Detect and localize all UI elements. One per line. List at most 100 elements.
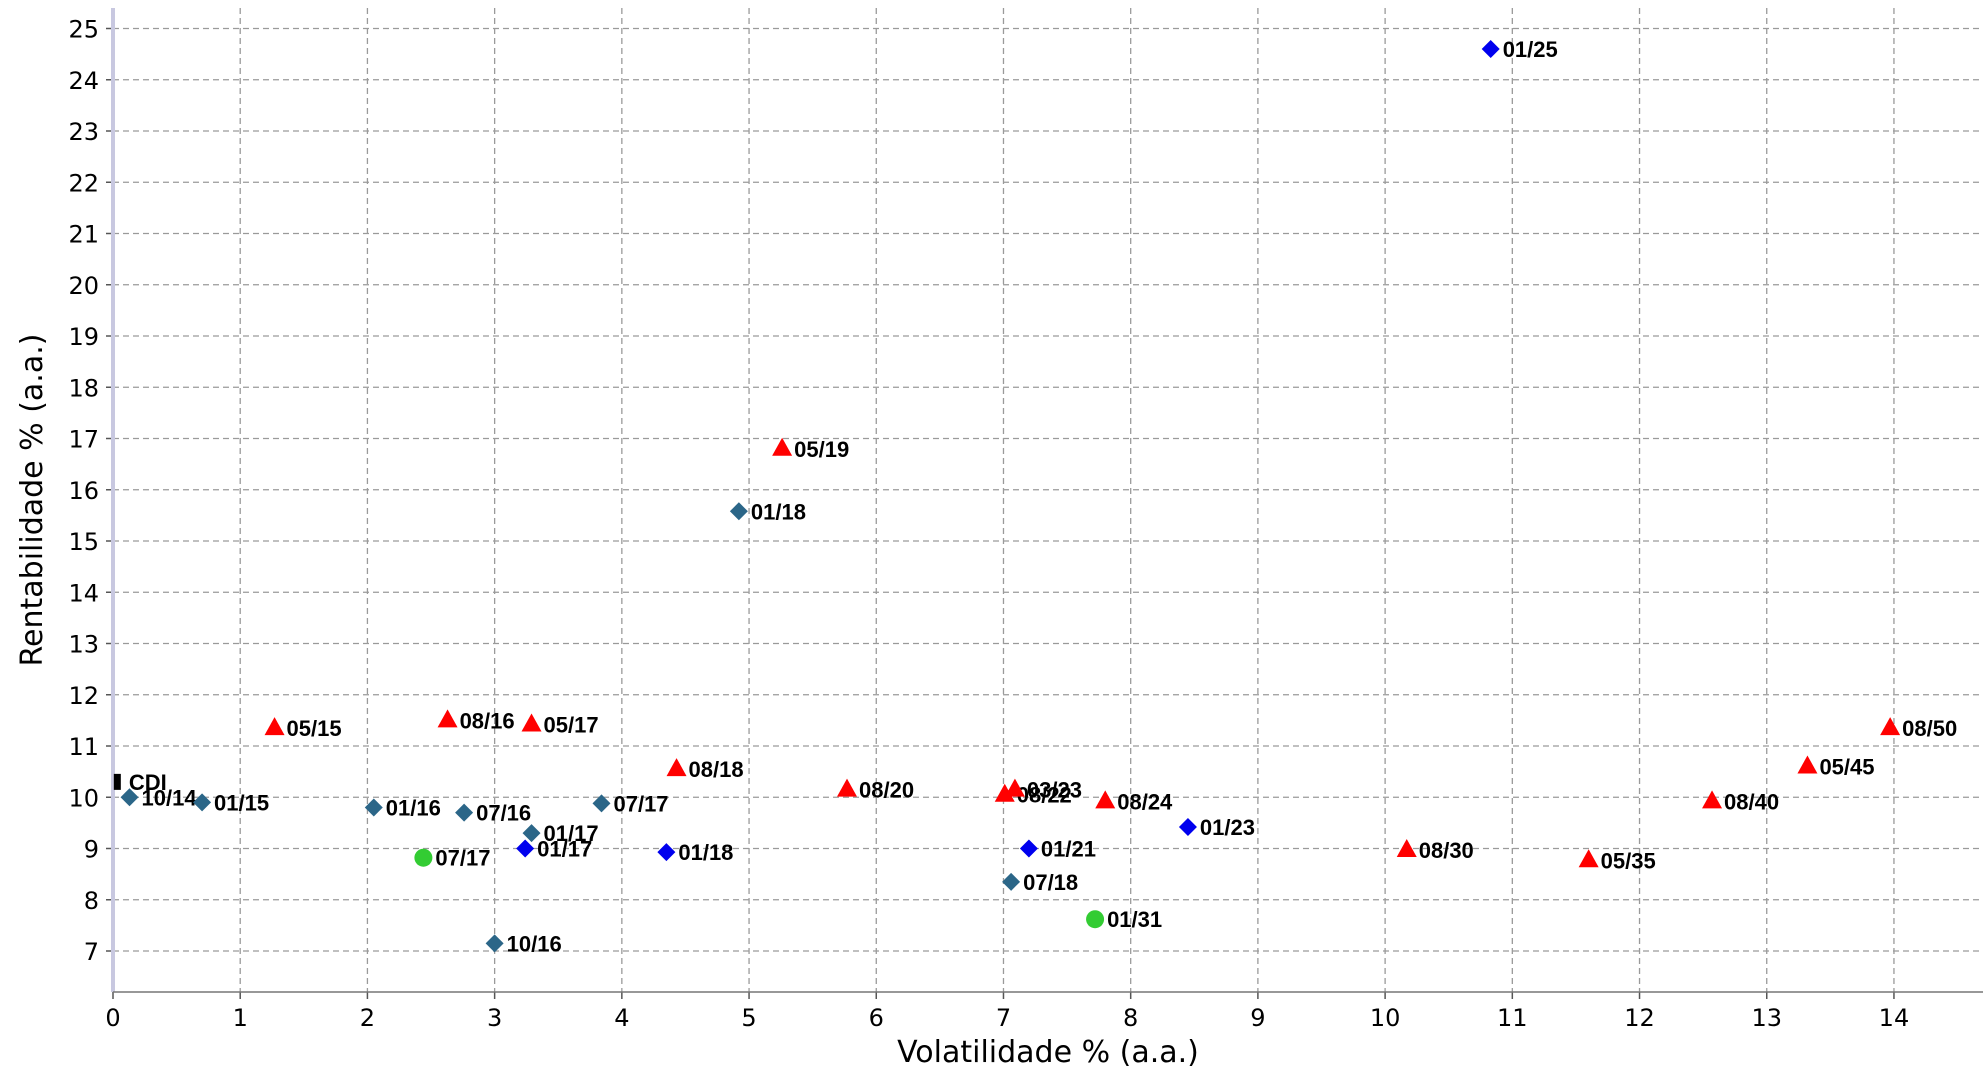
x-tick-label: 8 [1123, 1004, 1138, 1032]
x-tick-label: 10 [1370, 1004, 1401, 1032]
data-point: 07/16 [455, 801, 531, 826]
y-tick-label: 10 [68, 784, 99, 812]
y-tick-label: 9 [84, 836, 99, 864]
data-point: 10/14 [120, 785, 198, 810]
diamond-marker [455, 803, 474, 822]
x-tick-label: 14 [1879, 1004, 1910, 1032]
data-point: 08/16 [437, 708, 515, 733]
y-tick-label: 15 [68, 528, 99, 556]
y-tick-label: 19 [68, 323, 99, 351]
data-point: 10/16 [485, 931, 562, 956]
diamond-marker [485, 934, 504, 953]
data-point: 08/50 [1880, 716, 1957, 741]
point-label: 07/16 [476, 801, 531, 826]
x-tick-label: 12 [1624, 1004, 1655, 1032]
y-tick-label: 14 [68, 579, 99, 607]
point-label: 05/15 [287, 716, 342, 741]
point-label: 10/16 [507, 931, 562, 956]
triangle-marker [772, 437, 793, 456]
data-point: 01/23 [1178, 815, 1255, 840]
data-point: 01/31 [1086, 907, 1162, 932]
y-tick-label: 24 [68, 67, 99, 95]
data-point: 01/17 [522, 821, 599, 846]
diamond-marker [729, 502, 748, 521]
triangle-marker [1797, 755, 1818, 774]
point-label: 01/18 [678, 840, 733, 865]
point-label: 05/45 [1819, 755, 1874, 780]
y-tick-label: 18 [68, 374, 99, 402]
x-tick-label: 3 [487, 1004, 502, 1032]
point-label: 01/17 [544, 821, 599, 846]
data-point: 01/15 [193, 790, 269, 815]
x-tick-label: 4 [614, 1004, 629, 1032]
point-label: 01/21 [1041, 837, 1096, 862]
triangle-marker [666, 758, 687, 777]
data-point: 08/22 [994, 783, 1072, 808]
data-point: 01/25 [1481, 37, 1558, 62]
point-label: 01/23 [1200, 815, 1255, 840]
y-tick-label: 16 [68, 477, 99, 505]
x-tick-label: 0 [105, 1004, 120, 1032]
data-point: 05/15 [264, 716, 342, 741]
axes-layer [106, 8, 1983, 999]
x-axis-title: Volatilidade % (a.a.) [897, 1035, 1199, 1070]
y-tick-label: 12 [68, 682, 99, 710]
triangle-marker [994, 783, 1015, 802]
triangle-marker [837, 778, 858, 797]
point-label: 08/20 [859, 778, 914, 803]
triangle-marker [1095, 790, 1116, 809]
diamond-marker [592, 794, 611, 813]
point-label: 10/14 [142, 785, 198, 810]
grid-layer [113, 8, 1983, 992]
point-label: 05/17 [544, 712, 599, 737]
triangle-marker [437, 709, 458, 728]
triangle-marker [1004, 778, 1025, 797]
diamond-marker [516, 839, 535, 858]
point-label: CDI [129, 770, 167, 795]
point-label: 07/17 [435, 846, 490, 871]
data-point: 08/40 [1702, 789, 1779, 814]
data-point: 01/17 [516, 837, 592, 862]
diamond-marker [193, 793, 212, 812]
y-tick-label: 11 [68, 733, 99, 761]
y-tick-label: 21 [68, 221, 99, 249]
point-label: 08/40 [1724, 789, 1779, 814]
data-point: 05/45 [1797, 755, 1875, 780]
point-label: 01/16 [386, 796, 441, 821]
point-label: 08/16 [460, 708, 515, 733]
data-point: 01/18 [657, 840, 733, 865]
triangle-marker [1396, 839, 1417, 858]
point-label: 01/31 [1107, 907, 1162, 932]
diamond-marker [1019, 839, 1038, 858]
circle-marker [1086, 910, 1105, 929]
point-label: 01/25 [1503, 37, 1558, 62]
point-label: 05/19 [794, 437, 849, 462]
point-label: 08/30 [1419, 838, 1474, 863]
y-tick-label: 22 [68, 169, 99, 197]
data-point: 01/16 [364, 796, 441, 821]
triangle-marker [1578, 849, 1599, 868]
data-point: 08/30 [1396, 838, 1474, 863]
diamond-marker [1481, 40, 1500, 58]
x-tick-label: 6 [869, 1004, 884, 1032]
y-tick-label: 7 [84, 938, 99, 966]
square-marker [113, 773, 121, 790]
point-label: 08/18 [689, 757, 744, 782]
x-tick-label: 2 [360, 1004, 375, 1032]
data-point: 03/23 [1004, 778, 1082, 803]
circle-marker [414, 848, 433, 867]
x-tick-label: 13 [1751, 1004, 1782, 1032]
data-point: 05/35 [1578, 848, 1656, 873]
point-label: 08/24 [1117, 789, 1173, 814]
data-point: 07/18 [1002, 870, 1078, 895]
point-label: 01/15 [214, 790, 269, 815]
triangle-marker [1880, 717, 1901, 736]
point-label: 07/18 [1023, 870, 1078, 895]
x-tick-label: 7 [996, 1004, 1011, 1032]
y-tick-label: 13 [68, 631, 99, 659]
y-tick-label: 20 [68, 272, 99, 300]
triangle-marker [521, 713, 542, 732]
point-label: 07/17 [613, 791, 668, 816]
point-label: 01/17 [537, 837, 592, 862]
diamond-marker [1178, 817, 1197, 836]
